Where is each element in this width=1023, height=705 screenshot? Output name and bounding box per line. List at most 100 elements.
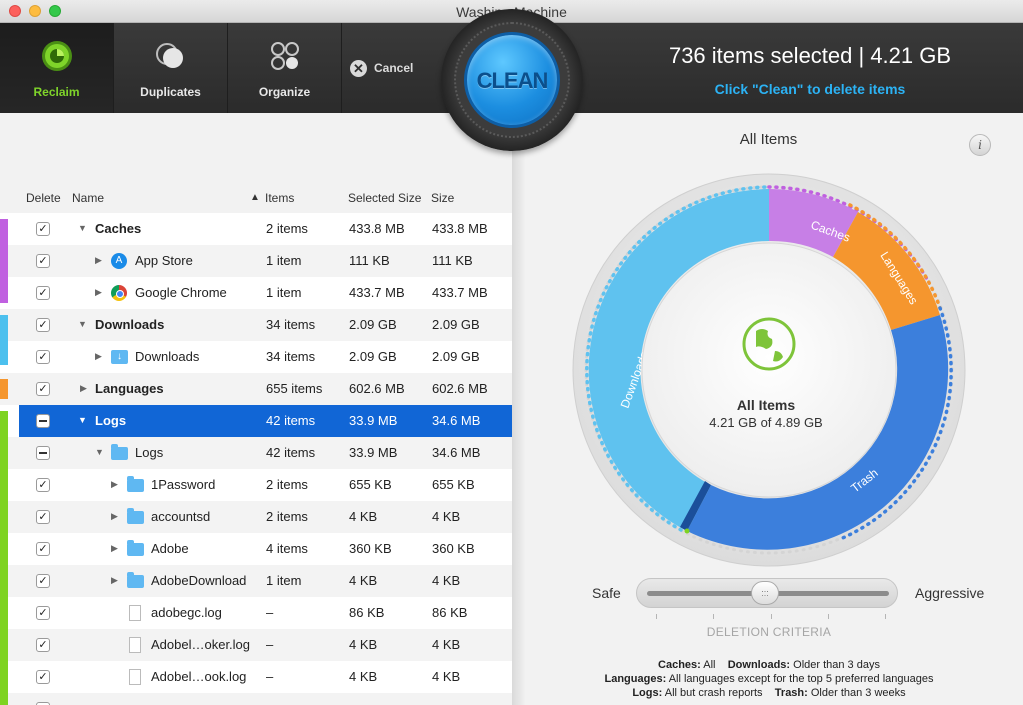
table-row[interactable]: ✓ Adobel…oker.log – 4 KB 4 KB	[0, 629, 512, 661]
folder-icon	[127, 476, 144, 492]
info-icon[interactable]: i	[969, 134, 991, 156]
delete-checkbox[interactable]: ✓	[36, 638, 50, 652]
clean-button[interactable]: CLEAN	[464, 32, 560, 128]
maximize-window-button[interactable]	[49, 5, 61, 17]
disclosure-open-icon[interactable]: ▼	[95, 447, 104, 457]
delete-checkbox[interactable]: ✓	[36, 286, 50, 300]
table-row[interactable]: ✓ ▶ A App Store 1 item 111 KB 111 KB	[0, 245, 512, 277]
delete-checkbox[interactable]: ✓	[36, 670, 50, 684]
table-row[interactable]: ✓ adobegc.log – 86 KB 86 KB	[0, 597, 512, 629]
row-name: App Store	[135, 253, 193, 268]
row-name: Logs	[95, 413, 127, 428]
table-row[interactable]: ✓ ▶ AdobeDownload 1 item 4 KB 4 KB	[0, 565, 512, 597]
col-selected-size[interactable]: Selected Size	[348, 191, 422, 205]
downloads-folder-icon: ↓	[111, 350, 128, 364]
row-selected-size: 2.09 GB	[349, 349, 397, 364]
caches-segment[interactable]	[769, 188, 858, 257]
table-row[interactable]: ✓ ▼ Downloads 34 items 2.09 GB 2.09 GB	[0, 309, 512, 341]
criteria-key: Logs:	[632, 687, 663, 699]
table-row[interactable]: ✓ ▶ Google Chrome 1 item 433.7 MB 433.7 …	[0, 277, 512, 309]
delete-checkbox[interactable]	[36, 414, 50, 428]
delete-checkbox[interactable]: ✓	[36, 702, 50, 705]
criteria-value: Older than 3 days	[793, 659, 880, 671]
disclosure-open-icon[interactable]: ▼	[78, 319, 87, 329]
row-name: AdobeDownload	[151, 573, 247, 588]
disclosure-closed-icon[interactable]: ▶	[95, 351, 102, 361]
table-row[interactable]: ✓ ▶ Adobe 4 items 360 KB 360 KB	[0, 533, 512, 565]
delete-checkbox[interactable]: ✓	[36, 478, 50, 492]
row-items: –	[266, 605, 274, 620]
row-selected-size: 4 KB	[349, 637, 378, 652]
table-row[interactable]: ✓ ▶ 1Password 2 items 655 KB 655 KB	[0, 469, 512, 501]
disclosure-open-icon[interactable]: ▼	[78, 223, 87, 233]
criteria-key: Trash:	[774, 687, 808, 699]
criteria-value: Older than 3 weeks	[810, 687, 906, 699]
tick	[713, 614, 715, 619]
row-selected-size: 602.6 MB	[349, 381, 405, 396]
minimize-window-button[interactable]	[29, 5, 41, 17]
row-name: 1Password	[151, 477, 216, 492]
slider-ticks	[656, 614, 886, 620]
delete-checkbox[interactable]: ✓	[36, 382, 50, 396]
row-size: 86 KB	[432, 605, 468, 620]
disclosure-closed-icon[interactable]: ▶	[111, 479, 118, 489]
cancel-button[interactable]: ✕ Cancel	[350, 59, 413, 77]
delete-checkbox[interactable]: ✓	[36, 254, 50, 268]
table-row[interactable]: ✓ ▶ accountsd 2 items 4 KB 4 KB	[0, 501, 512, 533]
row-size: 2.09 GB	[432, 349, 480, 364]
col-items[interactable]: Items	[265, 191, 295, 205]
disclosure-closed-icon[interactable]: ▶	[80, 383, 87, 393]
row-size: 4 KB	[432, 669, 461, 684]
row-name: Google Chrome	[135, 285, 227, 300]
downloads-segment[interactable]	[588, 189, 769, 531]
delete-checkbox[interactable]: ✓	[36, 542, 50, 556]
row-size: 655 KB	[432, 477, 475, 492]
delete-checkbox[interactable]: ✓	[36, 606, 50, 620]
tab-duplicates[interactable]: Duplicates	[114, 23, 228, 113]
folder-icon	[127, 572, 144, 588]
slider-knob[interactable]: :::	[751, 581, 779, 605]
col-name[interactable]: Name	[72, 191, 105, 205]
criteria-value: All but crash reports	[664, 687, 763, 699]
tab-organize[interactable]: Organize	[228, 23, 342, 113]
table-row-selected[interactable]: ▼ Logs 42 items 33.9 MB 34.6 MB	[19, 405, 512, 437]
delete-checkbox[interactable]: ✓	[36, 574, 50, 588]
delete-checkbox[interactable]: ✓	[36, 222, 50, 236]
disclosure-closed-icon[interactable]: ▶	[111, 575, 118, 585]
disclosure-open-icon[interactable]: ▼	[78, 415, 87, 425]
table-row[interactable]: ▼ Logs 42 items 33.9 MB 34.6 MB	[0, 437, 512, 469]
delete-checkbox[interactable]: ✓	[36, 510, 50, 524]
logs-category-bar	[0, 411, 8, 705]
disclosure-closed-icon[interactable]: ▶	[111, 543, 118, 553]
panel-divider-shadow	[512, 113, 526, 705]
table-row[interactable]: ✓	[0, 693, 512, 705]
criteria-line-2: Languages: All languages except for the …	[526, 672, 1012, 686]
tab-reclaim[interactable]: Reclaim	[0, 23, 114, 113]
trash-segment[interactable]	[687, 315, 949, 550]
table-row[interactable]: ✓ Adobel…ook.log – 4 KB 4 KB	[0, 661, 512, 693]
row-size: 111 KB	[432, 253, 473, 268]
close-window-button[interactable]	[9, 5, 21, 17]
row-name: Languages	[95, 381, 164, 396]
file-icon	[129, 669, 141, 685]
logs-segment[interactable]	[680, 481, 711, 531]
table-row[interactable]: ✓ ▶ Languages 655 items 602.6 MB 602.6 M…	[0, 373, 512, 405]
disclosure-closed-icon[interactable]: ▶	[111, 511, 118, 521]
delete-checkbox[interactable]	[36, 446, 50, 460]
table-row[interactable]: ✓ ▶ ↓ Downloads 34 items 2.09 GB 2.09 GB	[0, 341, 512, 373]
delete-checkbox[interactable]: ✓	[36, 350, 50, 364]
col-size[interactable]: Size	[431, 191, 455, 205]
table-row[interactable]: ✓ ▼ Caches 2 items 433.8 MB 433.8 MB	[0, 213, 512, 245]
tab-duplicates-label: Duplicates	[140, 85, 201, 99]
disclosure-closed-icon[interactable]: ▶	[95, 287, 102, 297]
criteria-slider[interactable]: :::	[636, 578, 898, 608]
row-items: 4 items	[266, 541, 308, 556]
row-items: 42 items	[266, 445, 316, 460]
delete-checkbox[interactable]: ✓	[36, 318, 50, 332]
row-items: 2 items	[266, 221, 308, 236]
disclosure-closed-icon[interactable]: ▶	[95, 255, 102, 265]
languages-segment[interactable]	[833, 212, 940, 330]
row-items: 1 item	[266, 253, 302, 268]
col-delete[interactable]: Delete	[26, 191, 61, 205]
